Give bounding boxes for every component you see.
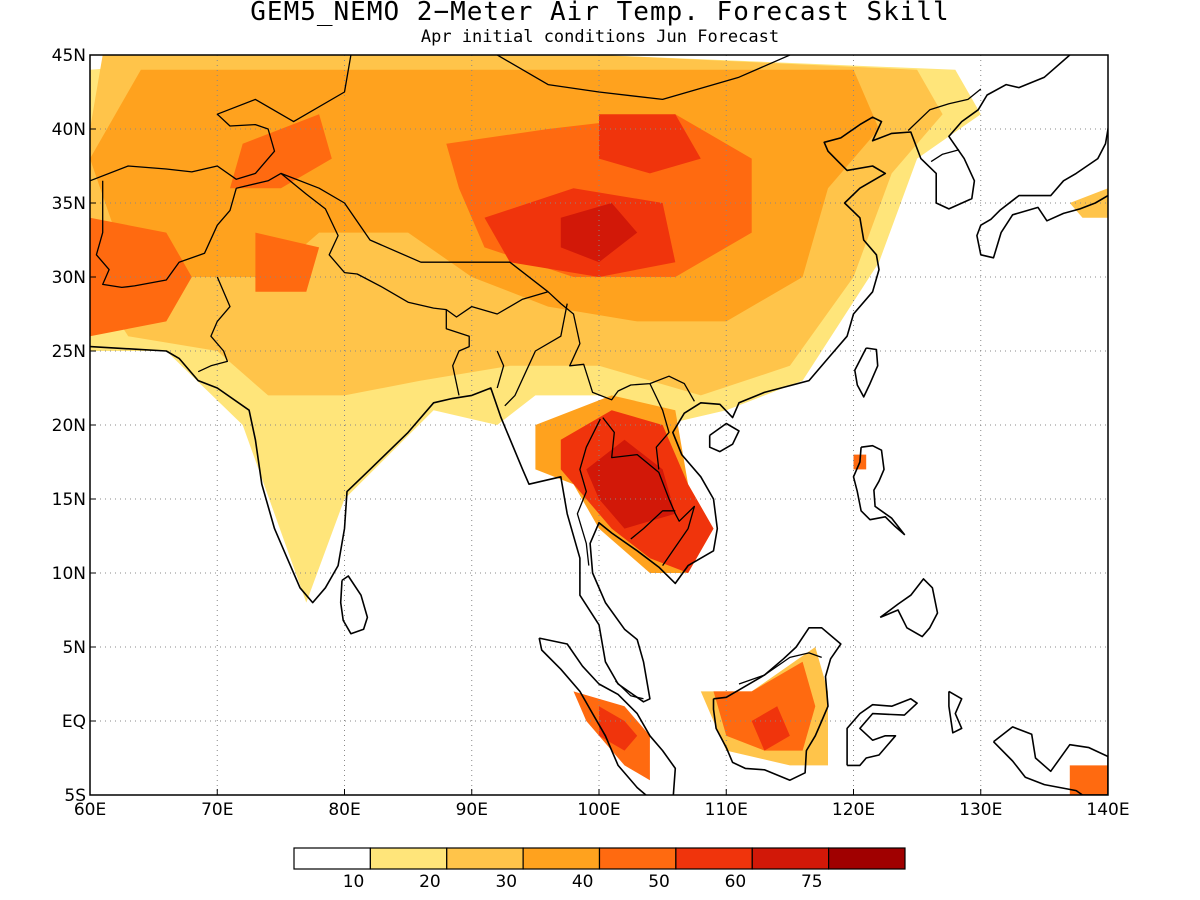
country-border (445, 309, 470, 396)
country-border (649, 383, 670, 470)
lat-tick-label: 45N (52, 46, 86, 66)
country-border (495, 55, 792, 101)
lat-tick-label: 30N (52, 268, 86, 288)
coastline-luzon (852, 444, 906, 536)
coastlines-layer (90, 55, 1108, 795)
country-border (930, 149, 960, 163)
lon-tick-label: 110E (705, 800, 748, 820)
colorbar-label: 20 (419, 872, 441, 892)
map-title: GEM5_NEMO 2−Meter Air Temp. Forecast Ski… (250, 0, 950, 27)
country-border (504, 303, 568, 407)
skill-region-bin-4 (255, 232, 320, 292)
colorbar-swatch (751, 847, 830, 870)
lon-tick-label: 120E (832, 800, 875, 820)
lon-tick-label: 60E (74, 800, 106, 820)
coastline-japan (976, 125, 1108, 259)
colorbar-label: 10 (343, 872, 365, 892)
country-border (630, 510, 676, 540)
country-border (197, 276, 231, 373)
lon-tick-label: 90E (456, 800, 488, 820)
lat-tick-label: 35N (52, 194, 86, 214)
country-border (602, 417, 696, 566)
country-border (496, 350, 505, 389)
country-border (90, 55, 352, 182)
colorbar-label: 30 (495, 872, 517, 892)
country-border (95, 180, 237, 289)
country-border (738, 652, 822, 685)
lon-tick-label: 70E (201, 800, 233, 820)
axis-ticks: 60E 70E 80E 90E 100E 110E 120E 130E 140E 45N 40N 35… (52, 46, 1130, 820)
coastline-hainan (708, 422, 740, 453)
country-border (907, 88, 982, 131)
map-subtitle: Apr initial conditions Jun Forecast (420, 27, 780, 47)
colorbar-swatch (675, 847, 753, 870)
coastline-newguinea (992, 726, 1108, 795)
skill-region-bin-5 (599, 706, 638, 751)
country-border (236, 172, 695, 402)
lat-tick-label: 5N (62, 638, 86, 658)
colorbar-label: 75 (801, 872, 823, 892)
skill-region-bin-4 (230, 114, 332, 189)
skill-region-bin-5 (751, 706, 790, 751)
colorbar-label: 60 (725, 872, 747, 892)
skill-region-bin-6 (586, 439, 676, 529)
lat-tick-label: 5S (64, 786, 86, 806)
country-border (280, 172, 549, 293)
skill-region-bin-6 (560, 203, 638, 263)
coastline-taiwan (853, 347, 879, 398)
coastline-sumatra (538, 637, 677, 795)
colorbar-legend: 10 20 30 40 50 60 75 (293, 847, 906, 892)
skill-region-bin-4 (1069, 765, 1108, 795)
skill-region-bin-2 (1069, 188, 1108, 218)
lat-tick-label: 10N (52, 564, 86, 584)
lon-tick-label: 130E (959, 800, 1002, 820)
colorbar-swatch (446, 847, 524, 870)
colorbar-swatch (598, 847, 677, 870)
lat-tick-label: EQ (62, 712, 86, 732)
lon-tick-label: 80E (328, 800, 360, 820)
colorbar-label: 50 (648, 872, 670, 892)
country-borders-layer (90, 55, 982, 700)
graticule (90, 55, 1108, 795)
country-border (576, 418, 601, 566)
coastline-mindanao (879, 578, 939, 638)
lon-tick-label: 140E (1086, 800, 1129, 820)
colorbar-swatch (828, 847, 906, 870)
colorbar-label: 40 (572, 872, 594, 892)
coastline-borneo (712, 626, 842, 782)
coastline-halmahera (948, 690, 963, 734)
colorbar-swatch (293, 847, 371, 870)
colorbar-swatch (522, 847, 601, 870)
coastline-sulawesi (846, 697, 918, 767)
lat-tick-label: 25N (52, 342, 86, 362)
lat-tick-label: 40N (52, 120, 86, 140)
country-border (615, 680, 644, 700)
lat-tick-label: 15N (52, 490, 86, 510)
lon-tick-label: 100E (577, 800, 620, 820)
colorbar-swatch (369, 847, 448, 870)
coastline-india (90, 55, 1071, 703)
lat-tick-label: 20N (52, 416, 86, 436)
coastline-srilanka (339, 575, 369, 635)
skill-region-bin-4 (713, 661, 816, 751)
